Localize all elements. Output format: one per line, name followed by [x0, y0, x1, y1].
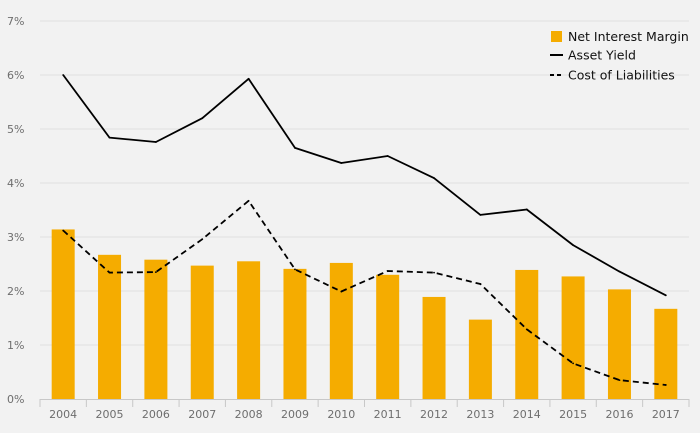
bar-2014: [515, 269, 539, 399]
legend-swatch-net-interest-margin: [551, 31, 562, 42]
legend-label-net-interest-margin: Net Interest Margin: [568, 29, 689, 44]
legend: Net Interest Margin Asset Yield Cost of …: [550, 29, 689, 83]
x-tick-label: 2006: [142, 408, 170, 421]
legend-label-cost-of-liabilities: Cost of Liabilities: [568, 68, 675, 83]
line-cost-of-liabilities: [62, 199, 666, 386]
bar-2017: [654, 308, 678, 399]
bar-2011: [376, 274, 400, 399]
point-cost-of-liabilities-2017: [664, 384, 667, 386]
y-tick-label: 5%: [7, 123, 24, 136]
bar-2015: [561, 276, 585, 399]
point-cost-of-liabilities-2006: [154, 271, 157, 273]
point-cost-of-liabilities-2016: [618, 379, 621, 381]
bar-2007: [190, 265, 214, 399]
point-asset-yield-2011: [386, 155, 389, 157]
point-cost-of-liabilities-2009: [294, 268, 296, 271]
x-tick-label: 2012: [420, 408, 448, 421]
point-cost-of-liabilities-2013: [479, 283, 482, 285]
bar-2016: [607, 289, 631, 399]
point-asset-yield-2015: [572, 244, 575, 247]
point-cost-of-liabilities-2014: [525, 328, 528, 331]
bar-2012: [422, 296, 446, 399]
x-tick-label: 2009: [281, 408, 309, 421]
point-asset-yield-2017: [664, 294, 667, 297]
point-cost-of-liabilities-2015: [572, 362, 575, 365]
y-tick-label: 3%: [7, 231, 24, 244]
legend-label-asset-yield: Asset Yield: [568, 48, 636, 63]
x-tick-label: 2007: [188, 408, 216, 421]
bar-2006: [144, 259, 168, 399]
y-tick-label: 1%: [7, 339, 24, 352]
x-tick-label: 2005: [96, 408, 124, 421]
point-asset-yield-2009: [294, 147, 296, 149]
line-series: [62, 74, 667, 386]
y-tick-label: 7%: [7, 15, 24, 28]
x-tick-label: 2008: [235, 408, 263, 421]
bar-2008: [237, 261, 261, 399]
point-cost-of-liabilities-2008: [247, 199, 250, 202]
y-axis-ticks: 0% 1% 2% 3% 4% 5% 6% 7%: [7, 15, 24, 406]
x-tick-label: 2016: [605, 408, 633, 421]
x-axis: 2004 2005 2006 2007 2008 2009 2010 2011 2012 2013…: [39, 399, 690, 421]
x-tick-label: 2017: [652, 408, 680, 421]
point-asset-yield-2007: [201, 117, 204, 120]
bar-2004: [51, 229, 75, 399]
x-tick-label: 2014: [513, 408, 541, 421]
y-tick-label: 4%: [7, 177, 24, 190]
bar-series: [51, 229, 678, 399]
point-asset-yield-2013: [479, 213, 482, 216]
x-tick-label: 2004: [49, 408, 77, 421]
point-asset-yield-2010: [340, 162, 343, 164]
point-cost-of-liabilities-2007: [201, 238, 204, 241]
bar-2009: [283, 268, 307, 399]
point-asset-yield-2014: [525, 208, 528, 211]
point-cost-of-liabilities-2005: [108, 271, 111, 274]
point-cost-of-liabilities-2010: [340, 290, 343, 293]
x-tick-label: 2010: [327, 408, 355, 421]
y-tick-label: 2%: [7, 285, 24, 298]
point-asset-yield-2012: [433, 177, 435, 180]
x-tick-label: 2015: [559, 408, 587, 421]
point-asset-yield-2004: [62, 74, 65, 76]
x-tick-label: 2011: [374, 408, 402, 421]
point-asset-yield-2016: [618, 270, 621, 273]
point-cost-of-liabilities-2011: [386, 270, 389, 272]
point-asset-yield-2006: [154, 141, 157, 143]
y-tick-label: 0%: [7, 393, 24, 406]
point-cost-of-liabilities-2004: [62, 229, 65, 232]
bar-2005: [98, 254, 122, 399]
line-asset-yield: [62, 74, 667, 297]
point-asset-yield-2005: [108, 136, 111, 139]
bar-2013: [468, 319, 492, 399]
x-tick-label: 2013: [466, 408, 494, 421]
bar-2010: [329, 262, 353, 399]
y-tick-label: 6%: [7, 69, 24, 82]
point-cost-of-liabilities-2012: [433, 271, 435, 274]
point-asset-yield-2008: [247, 77, 250, 80]
